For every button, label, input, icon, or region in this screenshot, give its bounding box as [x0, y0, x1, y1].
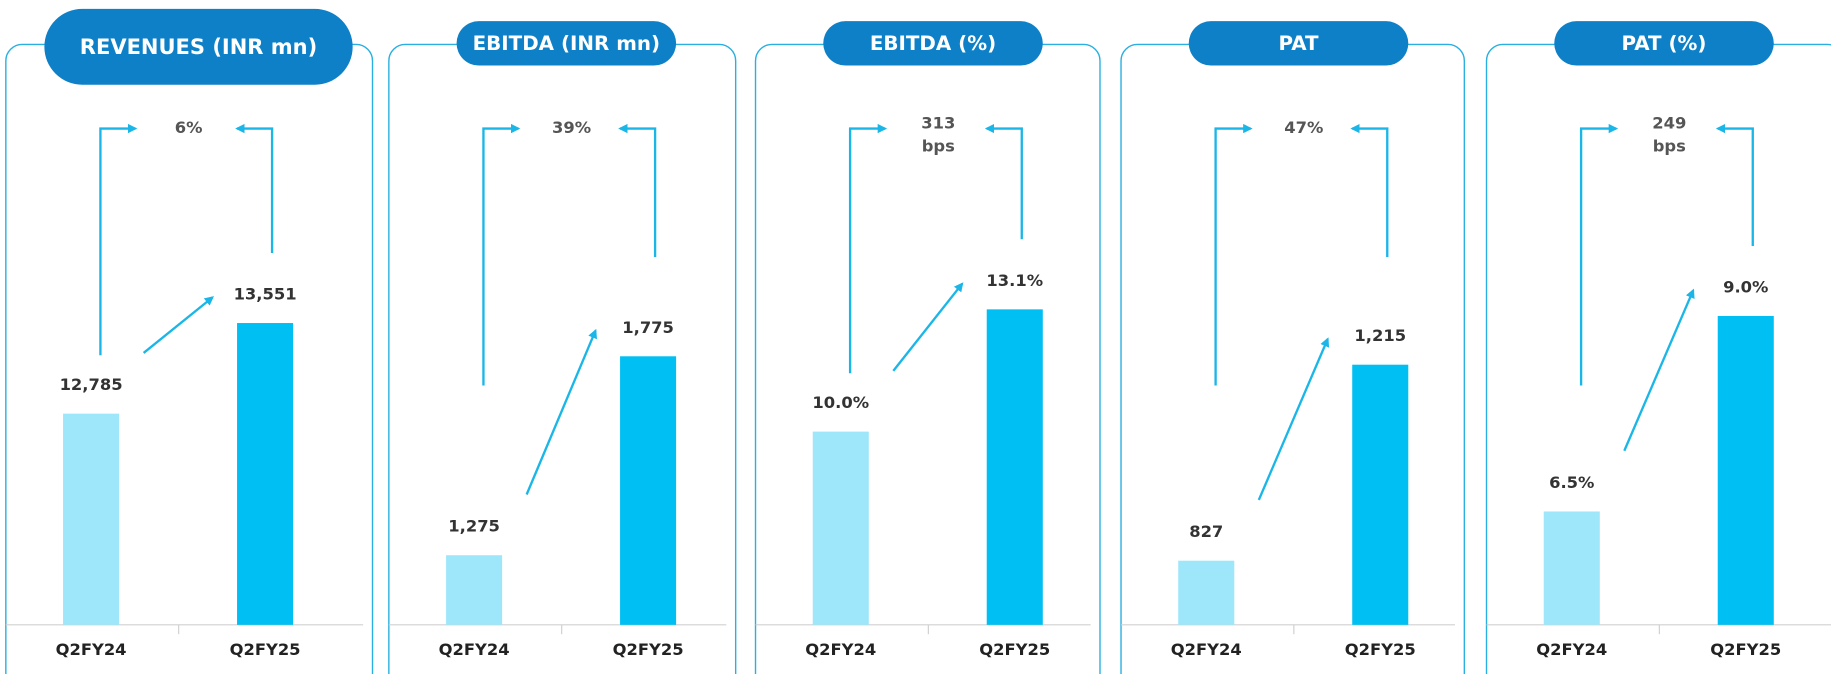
x-tick-label: Q2FY25: [1710, 640, 1781, 659]
trend-arrow: [142, 296, 214, 354]
bar: [620, 356, 677, 625]
bar: [446, 555, 503, 625]
x-tick-label: Q2FY24: [1171, 640, 1242, 659]
title-pill: [823, 21, 1043, 66]
value-label: 827: [1189, 522, 1223, 541]
title-pill: [456, 21, 677, 66]
x-tick-label: Q2FY24: [1536, 640, 1607, 659]
value-label: 9.0%: [1723, 277, 1768, 296]
bar: [63, 413, 120, 625]
bar: [1717, 316, 1774, 625]
value-label: 12,785: [60, 375, 123, 394]
growth-annotation: bps: [1653, 137, 1686, 156]
x-tick-label: Q2FY25: [1345, 640, 1416, 659]
bracket-right: [618, 123, 657, 258]
chart-title: PAT (%): [1622, 32, 1707, 55]
value-label: 10.0%: [812, 393, 869, 412]
value-label: 13,551: [234, 285, 297, 304]
panel-border: [1120, 43, 1466, 678]
title-pill: [1554, 21, 1774, 66]
bar: [986, 309, 1043, 625]
chart-title: EBITDA (INR mn): [473, 32, 660, 55]
bracket-right: [984, 123, 1023, 240]
title-pill: [44, 8, 353, 85]
panel-border: [5, 43, 374, 678]
value-label: 6.5%: [1549, 473, 1594, 492]
value-label: 1,215: [1354, 326, 1406, 345]
x-tick-label: Q2FY25: [613, 640, 684, 659]
chart-title: EBITDA (%): [870, 32, 996, 55]
growth-annotation: 6%: [175, 118, 203, 137]
bracket-left: [1214, 123, 1253, 386]
chart-title: PAT: [1278, 32, 1319, 55]
trend-arrow: [892, 282, 964, 372]
growth-annotation: 313: [921, 113, 955, 132]
chart-title: REVENUES (INR mn): [80, 34, 317, 59]
bar: [1178, 560, 1235, 625]
x-tick-label: Q2FY24: [439, 640, 510, 659]
x-tick-label: Q2FY25: [230, 640, 301, 659]
bar: [1352, 364, 1409, 625]
growth-annotation: bps: [922, 137, 955, 156]
x-tick-label: Q2FY24: [56, 640, 127, 659]
bracket-left: [1579, 123, 1619, 386]
bracket-left: [99, 123, 138, 356]
trend-arrow: [525, 328, 597, 495]
growth-annotation: 47%: [1284, 118, 1323, 137]
bracket-left: [482, 123, 521, 386]
title-pill: [1188, 21, 1409, 66]
trend-arrow: [1257, 337, 1330, 501]
value-label: 13.1%: [986, 271, 1043, 290]
x-tick-label: Q2FY24: [805, 640, 876, 659]
bracket-right: [1350, 123, 1389, 258]
value-label: 1,275: [448, 517, 500, 536]
bar: [1543, 511, 1600, 625]
bar: [237, 323, 294, 625]
trend-arrow: [1623, 288, 1695, 452]
value-label: 1,775: [622, 318, 674, 337]
bracket-left: [848, 123, 888, 374]
bracket-right: [1715, 123, 1754, 246]
growth-annotation: 39%: [552, 118, 591, 137]
bar: [812, 431, 869, 625]
growth-annotation: 249: [1652, 113, 1686, 132]
x-tick-label: Q2FY25: [979, 640, 1050, 659]
panel-border: [388, 43, 737, 678]
bracket-right: [235, 123, 274, 253]
